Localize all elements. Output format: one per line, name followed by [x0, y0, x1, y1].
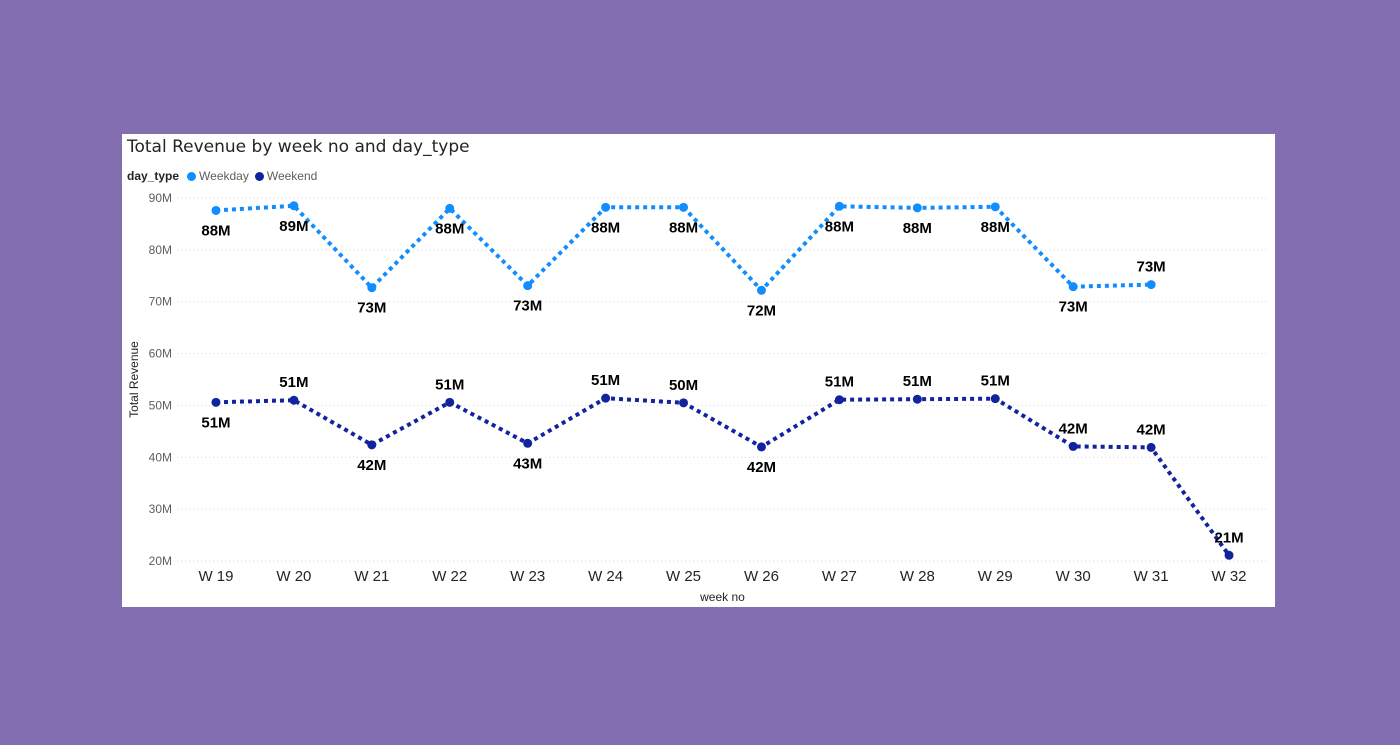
y-axis-title: Total Revenue — [127, 341, 141, 418]
data-label-weekend: 51M — [903, 373, 932, 390]
data-label-weekday: 72M — [747, 302, 776, 319]
data-point-weekend[interactable] — [990, 394, 1000, 404]
legend-weekday-marker — [187, 171, 197, 181]
data-point-weekday[interactable] — [289, 201, 299, 211]
data-point-weekend[interactable] — [834, 395, 844, 405]
data-point-weekday[interactable] — [990, 202, 1000, 212]
data-label-weekend: 51M — [591, 372, 620, 389]
data-label-weekday: 73M — [513, 298, 542, 315]
data-point-weekday[interactable] — [211, 205, 221, 215]
data-point-weekday[interactable] — [1146, 280, 1156, 290]
data-label-weekend: 51M — [435, 376, 464, 393]
data-point-weekend[interactable] — [1224, 550, 1234, 560]
data-point-weekday[interactable] — [679, 202, 689, 212]
data-label-weekend: 51M — [981, 373, 1010, 390]
x-tick-label: W 27 — [822, 568, 857, 585]
x-tick-label: W 24 — [588, 568, 623, 585]
x-tick-label: W 28 — [900, 568, 935, 585]
data-point-weekend[interactable] — [756, 442, 766, 452]
data-point-weekday[interactable] — [601, 202, 611, 212]
y-tick-label: 60M — [149, 347, 172, 361]
y-tick-label: 30M — [149, 502, 172, 516]
data-point-weekend[interactable] — [367, 440, 377, 450]
data-point-weekend[interactable] — [1146, 442, 1156, 452]
data-label-weekend: 43M — [513, 455, 542, 472]
y-tick-label: 90M — [149, 191, 172, 205]
data-point-weekday[interactable] — [523, 281, 533, 291]
data-label-weekday: 88M — [825, 218, 854, 235]
x-tick-label: W 23 — [510, 568, 545, 585]
data-point-weekday[interactable] — [834, 201, 844, 211]
legend-weekend-label: Weekend — [266, 169, 318, 183]
legend[interactable]: day_type Weekday Weekend — [127, 169, 323, 183]
data-label-weekday: 88M — [435, 220, 464, 237]
x-tick-label: W 21 — [354, 568, 389, 585]
legend-entry-weekend[interactable]: Weekend — [254, 169, 318, 183]
y-tick-label: 80M — [149, 243, 172, 257]
y-tick-label: 50M — [149, 398, 172, 412]
data-point-weekend[interactable] — [912, 394, 922, 404]
data-point-weekday[interactable] — [912, 203, 922, 213]
data-point-weekend[interactable] — [289, 395, 299, 405]
x-tick-label: W 31 — [1134, 568, 1169, 585]
data-point-weekend[interactable] — [1068, 441, 1078, 451]
x-tick-label: W 32 — [1212, 568, 1247, 585]
data-label-weekday: 88M — [591, 219, 620, 236]
x-tick-label: W 19 — [198, 568, 233, 585]
data-label-weekend: 42M — [747, 459, 776, 476]
data-label-weekday: 73M — [1137, 259, 1166, 276]
data-point-weekday[interactable] — [445, 203, 455, 213]
data-point-weekend[interactable] — [601, 393, 611, 403]
legend-weekend-marker — [254, 171, 264, 181]
data-point-weekend[interactable] — [445, 397, 455, 407]
y-tick-label: 70M — [149, 295, 172, 309]
data-label-weekend: 42M — [1059, 420, 1088, 437]
legend-weekday-label: Weekday — [199, 169, 249, 183]
data-label-weekday: 73M — [1059, 299, 1088, 316]
data-point-weekday[interactable] — [756, 285, 766, 295]
data-label-weekend: 42M — [357, 457, 386, 474]
x-tick-label: W 30 — [1056, 568, 1091, 585]
chart-title: Total Revenue by week no and day_type — [127, 137, 470, 157]
data-label-weekday: 88M — [201, 222, 230, 239]
x-tick-label: W 26 — [744, 568, 779, 585]
data-label-weekend: 51M — [279, 374, 308, 391]
data-point-weekday[interactable] — [367, 283, 377, 293]
data-label-weekday: 89M — [279, 218, 308, 235]
data-label-weekday: 88M — [669, 219, 698, 236]
x-tick-label: W 20 — [276, 568, 311, 585]
data-label-weekend: 50M — [669, 377, 698, 394]
data-label-weekend: 21M — [1214, 529, 1243, 546]
data-label-weekday: 88M — [981, 219, 1010, 236]
data-label-weekend: 51M — [201, 414, 230, 431]
data-point-weekend[interactable] — [679, 398, 689, 408]
x-tick-label: W 29 — [978, 568, 1013, 585]
data-label-weekday: 88M — [903, 220, 932, 237]
x-tick-label: W 25 — [666, 568, 701, 585]
y-tick-label: 20M — [149, 554, 172, 568]
legend-entry-weekday[interactable]: Weekday — [187, 169, 249, 183]
legend-title: day_type — [127, 169, 180, 183]
data-label-weekend: 42M — [1137, 421, 1166, 438]
data-point-weekday[interactable] — [1068, 282, 1078, 292]
data-point-weekend[interactable] — [211, 397, 221, 407]
data-point-weekend[interactable] — [523, 438, 533, 448]
line-chart[interactable]: 20M 30M 40M 50M 60M 70M 80M 90M W 19 W 20 W 21 W 22… — [122, 134, 1275, 607]
data-label-weekend: 51M — [825, 374, 854, 391]
x-axis-title: week no — [699, 590, 745, 604]
chart-card: Total Revenue by week no and day_type da… — [122, 134, 1275, 607]
data-label-weekday: 73M — [357, 300, 386, 317]
y-tick-label: 40M — [149, 450, 172, 464]
x-tick-label: W 22 — [432, 568, 467, 585]
